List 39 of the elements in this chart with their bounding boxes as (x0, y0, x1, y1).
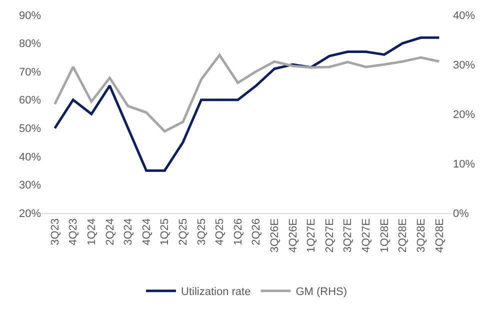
x-tick-label: 2Q24 (104, 218, 116, 246)
x-tick-label: 1Q25 (159, 218, 172, 246)
x-tick-label: 4Q23 (68, 218, 80, 246)
x-tick-label: 1Q26 (232, 218, 244, 246)
x-tick-label: 1Q27E (306, 218, 318, 253)
line-series (54, 54, 440, 133)
y2-tick-label: 20% (453, 108, 476, 121)
legend-label: Utilization rate (181, 286, 251, 298)
y2-tick-label: 10% (453, 158, 476, 170)
y2-tick-label: 40% (453, 10, 476, 22)
x-tick-label: 4Q25 (214, 218, 226, 246)
legend-label: GM (RHS) (296, 286, 348, 298)
x-tick-label: 3Q24 (122, 218, 135, 246)
x-tick-label: 2Q26 (250, 218, 263, 246)
x-tick-label: 3Q28E (415, 218, 428, 253)
line-series (54, 36, 440, 172)
x-tick-label: 3Q26E (269, 218, 282, 253)
y-tick-label: 20% (18, 208, 42, 220)
x-tick-label: 3Q25 (196, 218, 208, 246)
y-tick-label: 50% (18, 122, 42, 135)
x-tick-label: 4Q24 (140, 218, 153, 246)
y-tick-label: 30% (18, 180, 42, 192)
y-tick-label: 60% (18, 94, 42, 107)
x-tick-label: 2Q28E (397, 218, 410, 253)
x-tick-label: 2Q25 (178, 218, 190, 246)
x-tick-label: 2Q27E (324, 218, 336, 253)
x-tick-label: 1Q28E (378, 218, 391, 253)
x-tick-label: 3Q23 (49, 218, 62, 246)
x-tick-label: 4Q28E (434, 218, 446, 253)
y-tick-label: 80% (18, 38, 42, 50)
y-tick-label: 70% (18, 66, 42, 78)
x-tick-label: 4Q26E (287, 218, 300, 253)
x-tick-label: 1Q24 (86, 218, 98, 246)
x-tick-label: 4Q27E (360, 218, 373, 253)
y2-tick-label: 0% (453, 208, 470, 220)
y-tick-label: 90% (18, 10, 42, 22)
y2-tick-label: 30% (453, 59, 476, 72)
x-tick-label: 3Q27E (342, 218, 354, 253)
y-tick-label: 40% (18, 151, 42, 164)
